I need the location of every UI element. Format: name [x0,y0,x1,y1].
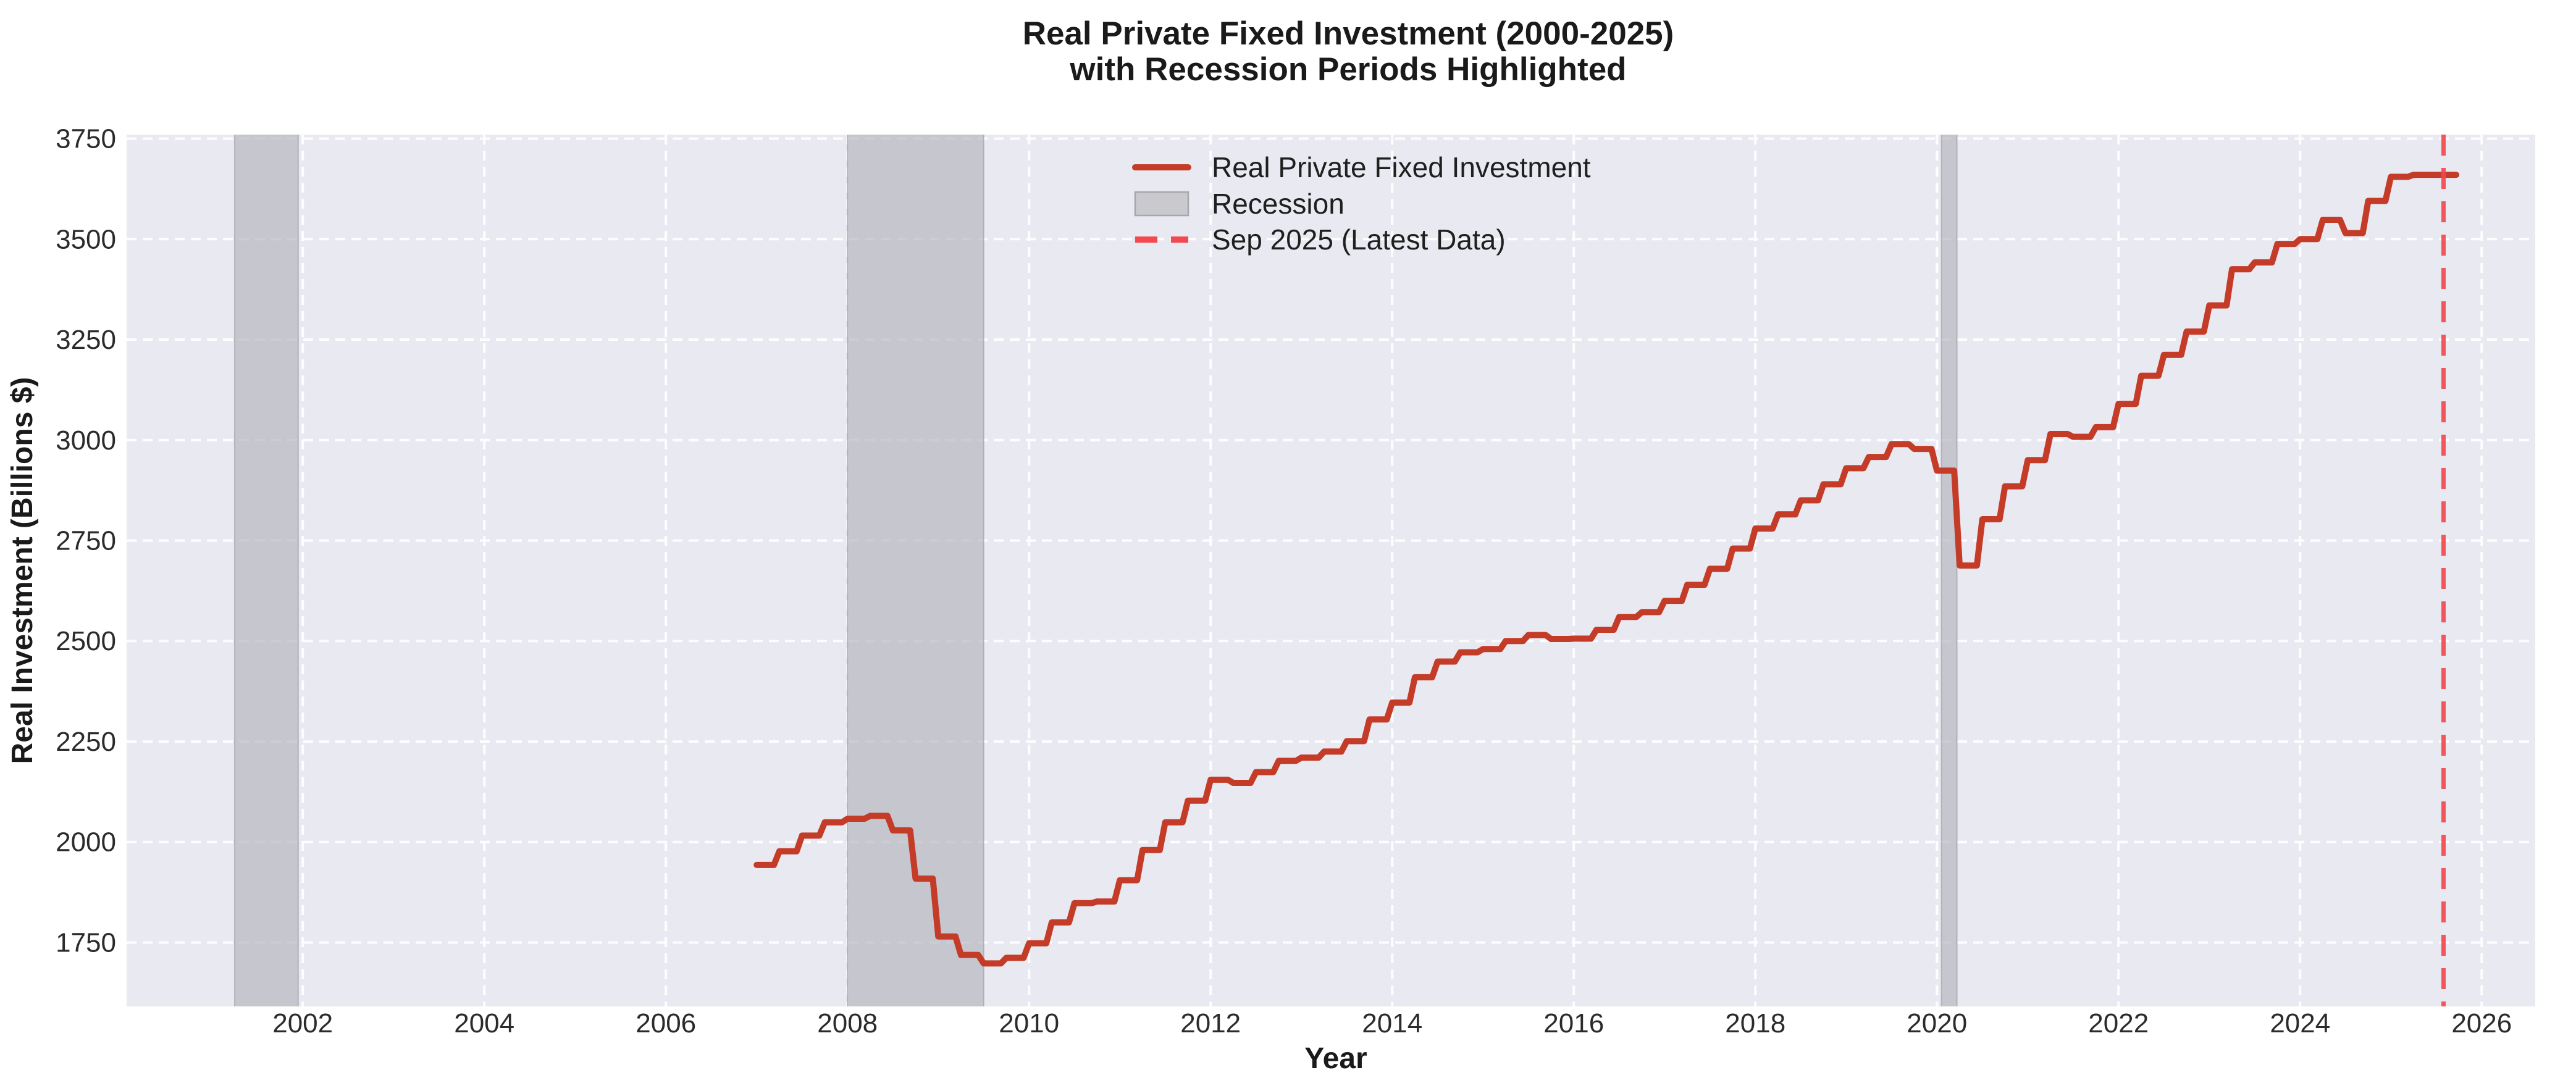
legend: Real Private Fixed Investment Recession Se… [1132,151,1591,256]
axis-ticks: 2002 2004 2006 2008 2010 2012 2014 2016 2018 2020… [56,124,2512,1039]
plot-background [127,135,2535,1006]
chart-title-line-2: with Recession Periods Highlighted [1069,51,1626,88]
legend-patch-swatch [1134,191,1189,217]
y-tick-label: 2500 [56,626,116,656]
legend-item: Real Private Fixed Investment [1132,151,1591,183]
x-tick-label: 2006 [636,1008,696,1039]
x-axis-title: Year [1304,1042,1367,1075]
y-tick-label: 3750 [56,124,116,154]
series [753,172,2460,967]
chart-title-line-1: Real Private Fixed Investment (2000-2025… [1023,15,1674,52]
series-path-real-private-fixed-investment [753,172,2460,967]
legend-item: Sep 2025 (Latest Data) [1135,224,1506,256]
x-tick-label: 2026 [2451,1008,2512,1039]
x-tick-label: 2002 [272,1008,333,1039]
legend-item-label: Recession [1212,188,1345,220]
x-tick-label: 2018 [1725,1008,1785,1039]
legend-item-label: Real Private Fixed Investment [1212,151,1591,183]
y-tick-label: 2250 [56,727,116,757]
titles: Real Private Fixed Investment (2000-2025… [6,15,1674,1075]
y-tick-label: 2000 [56,827,116,858]
x-tick-label: 2022 [2088,1008,2149,1039]
x-tick-label: 2014 [1362,1008,1422,1039]
legend-item-label: Sep 2025 (Latest Data) [1212,224,1506,256]
y-tick-label: 3500 [56,224,116,254]
x-tick-label: 2012 [1180,1008,1241,1039]
x-tick-label: 2004 [454,1008,514,1039]
x-tick-label: 2024 [2270,1008,2330,1039]
x-tick-label: 2008 [817,1008,878,1039]
y-tick-label: 1750 [56,927,116,958]
x-tick-label: 2016 [1543,1008,1604,1039]
y-tick-label: 3000 [56,425,116,456]
legend-item: Recession [1134,188,1345,220]
recession-band [1941,135,1957,1006]
y-tick-label: 2750 [56,526,116,556]
y-tick-label: 3250 [56,325,116,355]
y-axis-title: Real Investment (Billions $) [6,377,39,764]
grid [127,135,2535,1006]
recession-band [234,135,298,1006]
x-tick-label: 2010 [999,1008,1059,1039]
x-tick-label: 2020 [1907,1008,1967,1039]
